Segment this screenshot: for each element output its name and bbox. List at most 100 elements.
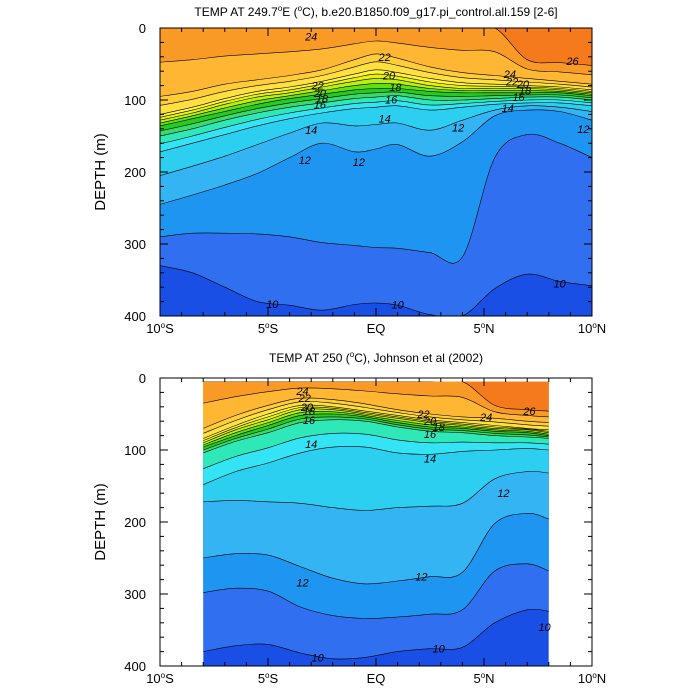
contour-label: 26 — [565, 56, 579, 68]
contour-fills — [160, 28, 592, 316]
y-tick-label: 400 — [124, 659, 146, 674]
y-tick-label: 300 — [124, 237, 146, 252]
contour-label: 26 — [522, 406, 536, 418]
x-tick-label: 5oN — [473, 671, 494, 686]
contour-label: 20 — [382, 71, 396, 83]
y-tick-label: 200 — [124, 515, 146, 530]
isotherm-19 — [203, 411, 549, 446]
isotherm-15 — [203, 432, 549, 469]
contour-label: 24 — [304, 32, 317, 44]
isotherm-24 — [203, 397, 549, 429]
contour-lines — [203, 381, 549, 660]
isotherm-10 — [160, 265, 592, 316]
x-tick-label: 10oN — [578, 671, 606, 686]
isotherm-21 — [160, 73, 592, 118]
contour-label: 20 — [313, 88, 327, 100]
isotherm-18 — [203, 413, 549, 448]
y-tick-label: 400 — [124, 309, 146, 324]
y-tick-label: 0 — [139, 371, 146, 386]
x-tick-label: EQ — [367, 671, 386, 686]
isotherm-23 — [203, 401, 549, 434]
contour-label: 14 — [424, 454, 436, 466]
contour-band-25 — [203, 381, 549, 417]
contour-label: 22 — [298, 393, 311, 405]
isotherm-18 — [160, 87, 592, 127]
contour-label: 24 — [503, 69, 516, 81]
contour-label: 12 — [577, 124, 589, 136]
isotherm-20 — [203, 408, 549, 444]
contour-label: 18 — [433, 422, 446, 434]
contour-label: 10 — [538, 622, 551, 634]
x-tick-label: 10oS — [146, 671, 174, 686]
contour-label: 16 — [303, 415, 316, 427]
contour-label: 12 — [452, 122, 464, 134]
contour-label: 22 — [505, 76, 518, 88]
y-tick-label: 300 — [124, 587, 146, 602]
contour-label: 18 — [519, 86, 532, 98]
contour-label: 20 — [516, 79, 530, 91]
contour-label: 18 — [389, 82, 402, 94]
contour-label: 12 — [497, 488, 509, 500]
chart-title: TEMP AT 249.7oE (oC), b.e20.B1850.f09_g1… — [194, 4, 557, 19]
contour-label: 10 — [266, 299, 279, 311]
isotherm-21 — [203, 406, 549, 441]
isotherm-26 — [203, 381, 549, 412]
contour-fills — [203, 381, 549, 666]
y-axis-label: DEPTH (m) — [92, 483, 109, 561]
isotherm-12 — [160, 109, 592, 205]
isotherm-13 — [203, 471, 549, 511]
isotherm-19 — [160, 83, 592, 124]
y-tick-label: 100 — [124, 443, 146, 458]
contour-label: 14 — [379, 114, 391, 126]
x-tick-label: 10oS — [146, 321, 174, 336]
contour-label: 18 — [316, 94, 329, 106]
contour-label: 24 — [295, 386, 308, 398]
isotherm-17 — [160, 91, 592, 132]
contour-label: 16 — [314, 99, 327, 111]
contour-label: 22 — [311, 81, 324, 93]
contour-label: 20 — [300, 402, 314, 414]
y-axis-label: DEPTH (m) — [92, 133, 109, 211]
isotherm-16 — [160, 95, 592, 137]
contour-label: 20 — [423, 416, 437, 428]
isotherm-16 — [203, 419, 549, 454]
x-tick-label: 10oN — [578, 321, 606, 336]
isotherm-10 — [203, 608, 549, 660]
chart-title: TEMP AT 250 (oC), Johnson et al (2002) — [269, 350, 483, 365]
contour-band-26 — [462, 381, 549, 412]
isotherm-11 — [203, 563, 549, 619]
x-tick-label: 5oS — [258, 321, 279, 336]
contour-label: 14 — [305, 439, 317, 451]
isotherm-25 — [203, 387, 549, 418]
y-tick-label: 0 — [139, 21, 146, 36]
contour-label: 12 — [296, 577, 308, 589]
isotherm-22 — [203, 404, 549, 439]
x-tick-label: EQ — [367, 321, 386, 336]
contour-label: 10 — [433, 644, 446, 656]
contour-label: 22 — [378, 52, 391, 64]
x-tick-label: 5oS — [258, 671, 279, 686]
isotherm-24 — [160, 53, 592, 97]
contour-label: 10 — [312, 652, 325, 664]
contour-label: 22 — [416, 409, 429, 421]
contour-label: 16 — [385, 94, 398, 106]
isotherm-12 — [203, 513, 549, 585]
contour-label: 10 — [391, 299, 404, 311]
isotherm-13 — [160, 105, 592, 176]
contour-label: 16 — [512, 92, 525, 104]
contour-label: 14 — [502, 103, 514, 115]
isotherm-14 — [160, 102, 592, 153]
contour-label: 24 — [479, 412, 492, 424]
isotherm-15 — [160, 99, 592, 145]
isotherm-14 — [203, 446, 549, 485]
y-tick-label: 200 — [124, 165, 146, 180]
contour-label: 12 — [353, 157, 365, 169]
isotherm-11 — [160, 133, 592, 264]
contour-label: 12 — [299, 155, 311, 167]
isotherm-22 — [160, 69, 592, 115]
y-tick-label: 100 — [124, 93, 146, 108]
contour-lines — [160, 28, 592, 316]
isotherm-20 — [160, 78, 592, 121]
